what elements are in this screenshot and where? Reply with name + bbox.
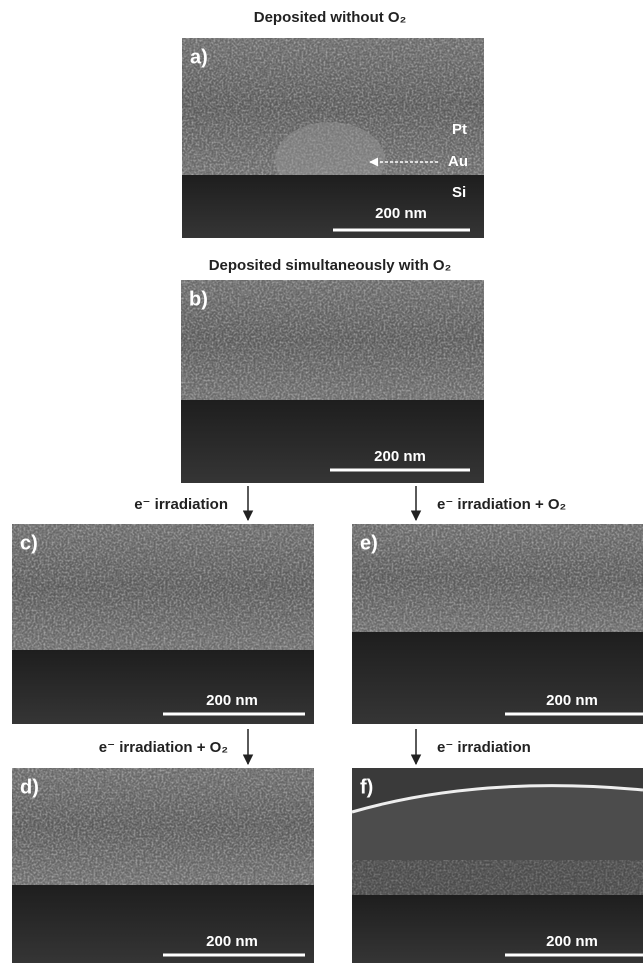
arrow-caption: e⁻ irradiation [134, 496, 228, 513]
panel-label: a) [190, 46, 208, 68]
scale-bar-label: 200 nm [206, 692, 258, 709]
sem-image [12, 768, 314, 963]
figure: Deposited without O₂ a) Pt Au Si 200 nm … [0, 0, 643, 964]
title: Deposited without O₂ [254, 9, 407, 26]
arrow-caption: e⁻ irradiation + O₂ [99, 739, 228, 756]
sem-image [181, 280, 484, 483]
arrow-caption: e⁻ irradiation + O₂ [437, 496, 566, 513]
panel-label: f) [360, 776, 373, 798]
layer-label: Pt [452, 121, 467, 138]
scale-bar-label: 200 nm [546, 933, 598, 950]
panel-label: d) [20, 776, 39, 798]
scale-bar-label: 200 nm [374, 448, 426, 465]
layer-label: Au [448, 153, 468, 170]
scale-bar-label: 200 nm [206, 933, 258, 950]
arrow-caption: e⁻ irradiation [437, 739, 531, 756]
title: Deposited simultaneously with O₂ [209, 257, 452, 274]
scale-bar-label: 200 nm [375, 205, 427, 222]
sem-image [352, 524, 643, 724]
sem-image [182, 38, 484, 238]
scale-bar-label: 200 nm [546, 692, 598, 709]
panel-label: c) [20, 532, 38, 554]
sem-image [12, 524, 314, 724]
layer-label: Si [452, 184, 466, 201]
panel-label: b) [189, 288, 208, 310]
panel-label: e) [360, 532, 378, 554]
sem-image [352, 768, 643, 963]
